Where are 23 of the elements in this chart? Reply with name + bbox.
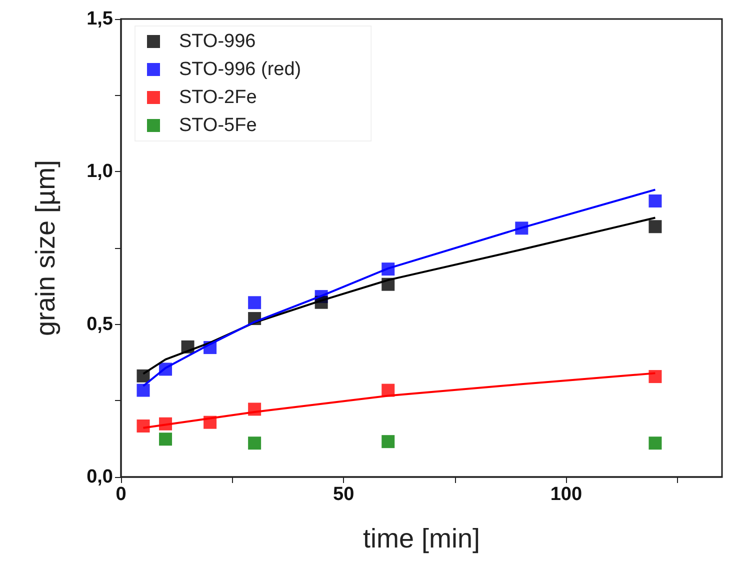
point	[648, 220, 662, 234]
x-axis-title: time [min]	[362, 524, 480, 554]
point	[248, 436, 262, 450]
point	[159, 432, 172, 446]
point	[648, 194, 662, 208]
point	[648, 370, 662, 384]
y-tick-label: 0,5	[86, 314, 114, 335]
point	[382, 435, 395, 448]
point	[248, 296, 262, 310]
y-tick-label: 1,0	[86, 161, 113, 182]
x-tick-label: 100	[550, 484, 582, 505]
legend-label: STO-996	[179, 31, 256, 52]
legend-label: STO-5Fe	[179, 115, 257, 136]
point	[136, 384, 150, 397]
y-axis-title: grain size [µm]	[30, 160, 60, 336]
point	[648, 436, 662, 450]
point	[136, 420, 150, 433]
y-tick-label: 1,5	[86, 8, 114, 30]
legend-label: STO-996 (red)	[179, 59, 302, 80]
x-tick-label: 0	[116, 484, 126, 505]
x-tick-label: 50	[333, 484, 354, 505]
legend-label: STO-2Fe	[179, 87, 257, 108]
y-tick-label: 0,0	[86, 466, 113, 488]
